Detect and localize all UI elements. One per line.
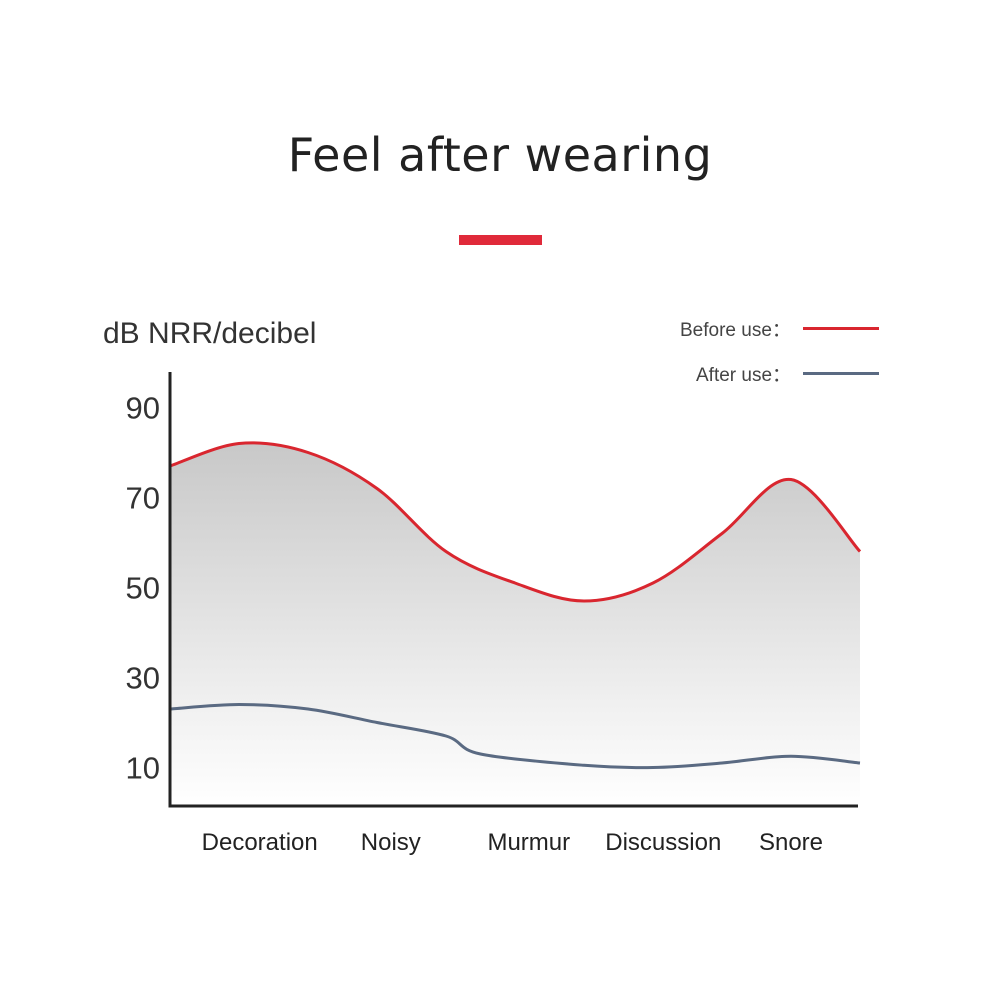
axis-lines: [168, 372, 858, 808]
y-tick-label: 90: [126, 391, 160, 426]
x-category-label: Decoration: [202, 829, 318, 856]
series-line-after-use: [169, 703, 861, 770]
legend-line-before: [802, 327, 879, 330]
x-category-label: Noisy: [361, 829, 421, 856]
x-category-label: Murmur: [487, 829, 570, 856]
page-title: Feel after wearing: [287, 128, 713, 182]
y-axis-label: dB NRR/decibel: [103, 317, 316, 350]
x-category-label: Discussion: [605, 829, 721, 856]
legend-line-after: [803, 372, 880, 375]
y-tick-label: 30: [126, 661, 160, 696]
legend-item-after: After use：: [696, 360, 880, 387]
legend-label-before: Before use：: [680, 320, 791, 341]
y-tick-label: 70: [126, 481, 160, 516]
legend-item-before: Before use：: [680, 315, 879, 342]
series-line-before-use: [169, 441, 862, 603]
y-tick-label: 10: [126, 751, 160, 786]
legend-label-after: After use：: [696, 365, 792, 386]
y-tick-label: 50: [126, 571, 160, 606]
x-category-label: Snore: [759, 829, 823, 856]
title-accent-bar: [459, 235, 542, 245]
